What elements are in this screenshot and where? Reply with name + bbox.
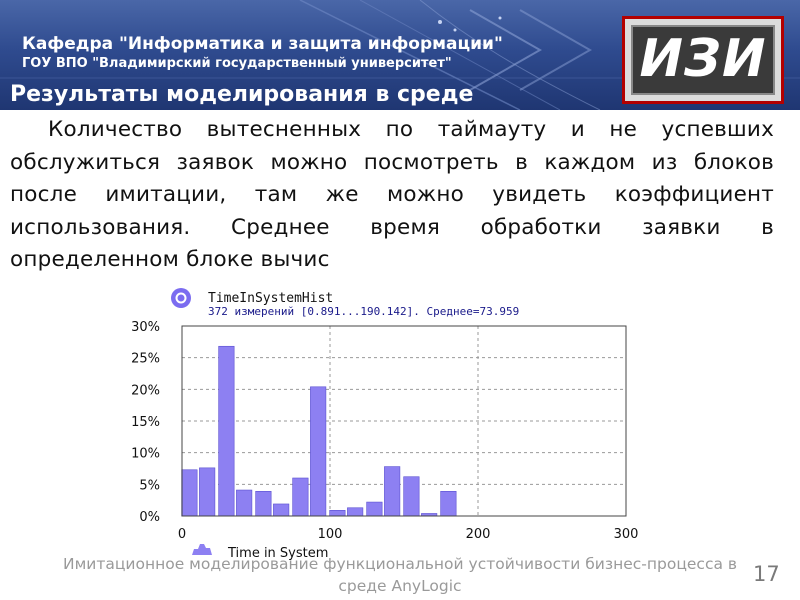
x-tick-label: 100: [318, 527, 343, 542]
histogram-bar: [273, 503, 290, 517]
footer-text: Имитационное моделирование функционально…: [62, 555, 738, 595]
x-tick-label: 0: [178, 527, 186, 542]
legend-label: Time in System: [227, 546, 328, 560]
department-name: Кафедра "Информатика и защита информации…: [22, 34, 503, 54]
y-tick-label: 30%: [131, 320, 160, 335]
histogram-bar: [199, 467, 216, 517]
header-banner: Кафедра "Информатика и защита информации…: [0, 0, 800, 110]
page-number: 17: [753, 562, 780, 586]
y-tick-label: 10%: [131, 447, 160, 462]
y-tick-label: 20%: [131, 383, 160, 398]
slide-title: Результаты моделирования в среде: [10, 82, 474, 107]
x-tick-label: 200: [466, 527, 491, 542]
histogram-chart: TimeInSystemHist 372 измерений [0.891...…: [100, 285, 660, 560]
y-tick-label: 0%: [139, 510, 160, 525]
x-tick-label: 300: [614, 527, 639, 542]
chart-subtitle: 372 измерений [0.891...190.142]. Среднее…: [208, 305, 519, 318]
histogram-bar: [329, 510, 346, 517]
y-tick-label: 15%: [131, 415, 160, 430]
body-paragraph: Количество вытесненных по таймауту и не …: [10, 117, 774, 272]
histogram-bar: [181, 469, 198, 517]
logo-plate: ИЗИ: [631, 25, 775, 95]
body-text: Количество вытесненных по таймауту и не …: [10, 114, 774, 277]
legend-bottom: Time in System: [192, 544, 328, 560]
logo-text: ИЗИ: [639, 29, 767, 89]
chart-title: TimeInSystemHist: [208, 291, 333, 306]
plot-frame: [181, 325, 627, 517]
plot-area: 0% 5% 10% 15% 20% 25% 30% 0 100 200 300: [131, 320, 638, 542]
histogram-bar: [403, 476, 420, 517]
histogram-bar: [236, 489, 253, 517]
histogram-bar: [366, 501, 383, 517]
histogram-bar: [218, 345, 235, 517]
histogram-bar: [310, 386, 327, 517]
histogram-bar: [255, 491, 272, 517]
department-logo: ИЗИ: [622, 16, 784, 104]
histogram-bar: [440, 491, 457, 517]
y-tick-label: 5%: [139, 478, 160, 493]
y-tick-label: 25%: [131, 352, 160, 367]
university-name: ГОУ ВПО "Владимирский государственный ун…: [22, 56, 452, 71]
histogram-bar: [347, 507, 364, 517]
legend-bars-icon: [192, 544, 212, 555]
histogram-bar: [292, 477, 309, 517]
histogram-bar: [384, 466, 401, 517]
legend-top: TimeInSystemHist 372 измерений [0.891...…: [171, 288, 519, 318]
